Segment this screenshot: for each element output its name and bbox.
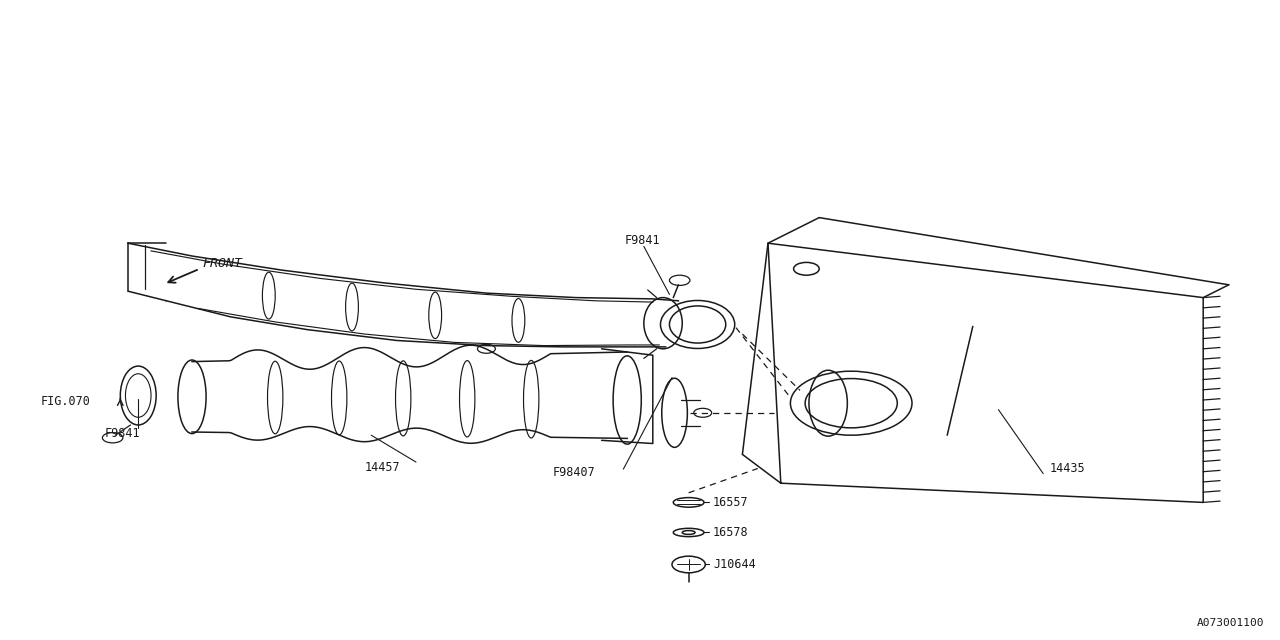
Circle shape: [694, 408, 712, 417]
Text: 14435: 14435: [1050, 462, 1085, 475]
Circle shape: [477, 344, 495, 353]
Text: F98407: F98407: [553, 466, 595, 479]
Circle shape: [794, 262, 819, 275]
Text: A073001100: A073001100: [1197, 618, 1265, 628]
Text: FIG.070: FIG.070: [41, 396, 91, 408]
Text: F9841: F9841: [105, 428, 141, 440]
Text: 16557: 16557: [713, 496, 749, 509]
Text: 16578: 16578: [713, 526, 749, 539]
Text: 14457: 14457: [365, 461, 401, 474]
Text: FRONT: FRONT: [202, 257, 242, 270]
Circle shape: [102, 433, 123, 443]
Text: F9841: F9841: [625, 234, 660, 246]
Circle shape: [669, 275, 690, 285]
Circle shape: [672, 556, 705, 573]
Text: J10644: J10644: [713, 558, 755, 571]
